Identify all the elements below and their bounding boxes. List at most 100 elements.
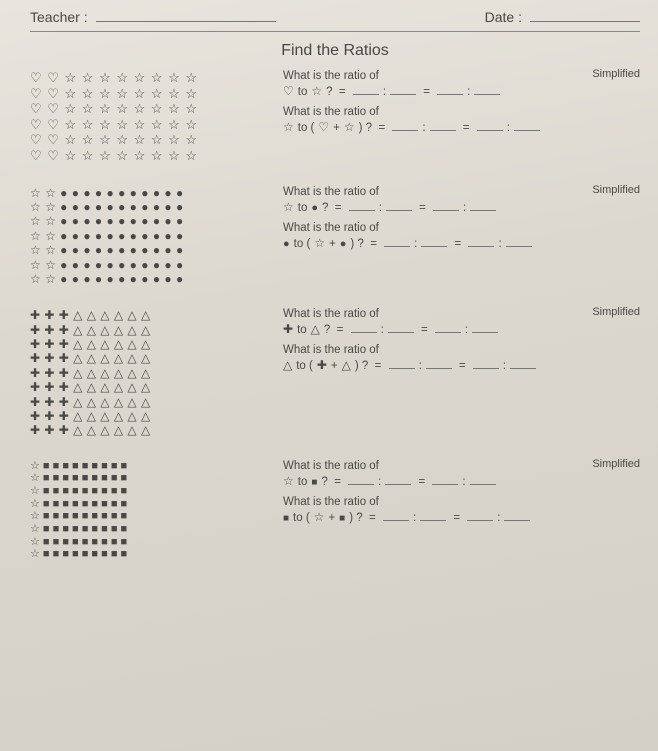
page-title: Find the Ratios xyxy=(30,42,640,60)
answer-blank[interactable] xyxy=(349,199,375,211)
shape-row: ☆ ■ ■ ■ ■ ■ ■ ■ ■ ■ xyxy=(30,460,265,473)
shape-row: ☆ ☆ ● ● ● ● ● ● ● ● ● ● ● xyxy=(30,258,265,272)
question-prompt: What is the ratio of xyxy=(283,70,640,82)
question-block: SimplifiedWhat is the ratio of✚ to △ ? =… xyxy=(283,308,640,336)
question-prompt: What is the ratio of xyxy=(283,222,640,234)
simplified-label: Simplified xyxy=(592,458,640,470)
shape-row: ♡ ♡ ☆ ☆ ☆ ☆ ☆ ☆ ☆ ☆ xyxy=(30,86,265,102)
answer-blank[interactable] xyxy=(430,119,456,131)
shape-row: ✚ ✚ ✚ △ △ △ △ △ △ xyxy=(30,423,265,437)
ratio-section: ♡ ♡ ☆ ☆ ☆ ☆ ☆ ☆ ☆ ☆♡ ♡ ☆ ☆ ☆ ☆ ☆ ☆ ☆ ☆♡ … xyxy=(30,70,640,164)
shape-row: ☆ ☆ ● ● ● ● ● ● ● ● ● ● ● xyxy=(30,272,265,286)
question-prompt: What is the ratio of xyxy=(283,186,640,198)
answer-blank[interactable] xyxy=(388,321,414,333)
shape-row: ♡ ♡ ☆ ☆ ☆ ☆ ☆ ☆ ☆ ☆ xyxy=(30,148,265,164)
answer-blank[interactable] xyxy=(392,119,418,131)
simplified-label: Simplified xyxy=(592,184,640,196)
shape-row: ☆ ☆ ● ● ● ● ● ● ● ● ● ● ● xyxy=(30,214,265,228)
answer-blank[interactable] xyxy=(390,83,416,95)
answer-blank[interactable] xyxy=(468,235,494,247)
date-label: Date : xyxy=(485,9,522,25)
shape-row: ☆ ■ ■ ■ ■ ■ ■ ■ ■ ■ xyxy=(30,485,265,498)
shape-row: ♡ ♡ ☆ ☆ ☆ ☆ ☆ ☆ ☆ ☆ xyxy=(30,70,265,86)
question-block: What is the ratio of△ to ( ✚ + △ ) ? = :… xyxy=(283,344,640,372)
answer-blank[interactable] xyxy=(473,357,499,369)
shape-row: ✚ ✚ ✚ △ △ △ △ △ △ xyxy=(30,323,265,337)
shape-row: ☆ ☆ ● ● ● ● ● ● ● ● ● ● ● xyxy=(30,200,265,214)
question-prompt: What is the ratio of xyxy=(283,308,640,320)
question-block: SimplifiedWhat is the ratio of☆ to ■ ? =… xyxy=(283,460,640,488)
answer-blank[interactable] xyxy=(470,199,496,211)
answer-blank[interactable] xyxy=(514,119,540,131)
shape-row: ✚ ✚ ✚ △ △ △ △ △ △ xyxy=(30,351,265,365)
shape-row: ☆ ■ ■ ■ ■ ■ ■ ■ ■ ■ xyxy=(30,510,265,523)
answer-blank[interactable] xyxy=(504,509,530,521)
answer-blank[interactable] xyxy=(353,83,379,95)
answer-blank[interactable] xyxy=(384,235,410,247)
worksheet-page: { "header": { "teacher_label": "Teacher … xyxy=(0,0,658,751)
shape-row: ☆ ☆ ● ● ● ● ● ● ● ● ● ● ● xyxy=(30,243,265,257)
answer-blank[interactable] xyxy=(470,473,496,485)
answer-blank[interactable] xyxy=(433,199,459,211)
answer-blank[interactable] xyxy=(383,509,409,521)
answer-blank[interactable] xyxy=(421,235,447,247)
shape-row: ✚ ✚ ✚ △ △ △ △ △ △ xyxy=(30,337,265,351)
shape-row: ♡ ♡ ☆ ☆ ☆ ☆ ☆ ☆ ☆ ☆ xyxy=(30,101,265,117)
shape-row: ✚ ✚ ✚ △ △ △ △ △ △ xyxy=(30,308,265,322)
answer-blank[interactable] xyxy=(437,83,463,95)
shape-grid: ☆ ■ ■ ■ ■ ■ ■ ■ ■ ■☆ ■ ■ ■ ■ ■ ■ ■ ■ ■☆ … xyxy=(30,460,265,561)
question-column: Simplified What is the ratio of ☆ to ■ ? =… xyxy=(283,460,640,532)
question-block: SimplifiedWhat is the ratio of☆ to ● ? =… xyxy=(283,186,640,214)
date-blank[interactable] xyxy=(530,8,640,22)
question-column: SimplifiedWhat is the ratio of✚ to △ ? =… xyxy=(283,308,640,380)
answer-blank[interactable] xyxy=(467,509,493,521)
shape-row: ☆ ■ ■ ■ ■ ■ ■ ■ ■ ■ xyxy=(30,523,265,536)
answer-blank[interactable] xyxy=(474,83,500,95)
answer-blank[interactable] xyxy=(420,509,446,521)
question-prompt: What is the ratio of xyxy=(283,496,640,508)
answer-blank[interactable] xyxy=(432,473,458,485)
question-column: SimplifiedWhat is the ratio of♡ to ☆ ? =… xyxy=(283,70,640,142)
shape-row: ♡ ♡ ☆ ☆ ☆ ☆ ☆ ☆ ☆ ☆ xyxy=(30,117,265,133)
shape-grid: ☆ ☆ ● ● ● ● ● ● ● ● ● ● ●☆ ☆ ● ● ● ● ● ●… xyxy=(30,186,265,287)
teacher-label: Teacher : xyxy=(30,9,88,25)
answer-blank[interactable] xyxy=(389,357,415,369)
ratio-section: ☆ ■ ■ ■ ■ ■ ■ ■ ■ ■☆ ■ ■ ■ ■ ■ ■ ■ ■ ■☆ … xyxy=(30,460,640,561)
answer-blank[interactable] xyxy=(472,321,498,333)
answer-blank[interactable] xyxy=(348,473,374,485)
answer-blank[interactable] xyxy=(385,473,411,485)
answer-blank[interactable] xyxy=(435,321,461,333)
question-expression: ☆ to ● ? = : = : xyxy=(283,199,640,214)
answer-blank[interactable] xyxy=(506,235,532,247)
question-expression: ● to ( ☆ + ● ) ? = : = : xyxy=(283,235,640,250)
shape-grid: ♡ ♡ ☆ ☆ ☆ ☆ ☆ ☆ ☆ ☆♡ ♡ ☆ ☆ ☆ ☆ ☆ ☆ ☆ ☆♡ … xyxy=(30,70,265,164)
question-expression: ✚ to △ ? = : = : xyxy=(283,321,640,336)
shape-row: ✚ ✚ ✚ △ △ △ △ △ △ xyxy=(30,380,265,394)
answer-blank[interactable] xyxy=(510,357,536,369)
teacher-blank[interactable] xyxy=(96,8,276,22)
question-expression: ☆ to ( ♡ + ☆ ) ? = : = : xyxy=(283,119,640,134)
shape-row: ☆ ■ ■ ■ ■ ■ ■ ■ ■ ■ xyxy=(30,472,265,485)
question-expression: △ to ( ✚ + △ ) ? = : = : xyxy=(283,357,640,372)
shape-row: ☆ ☆ ● ● ● ● ● ● ● ● ● ● ● xyxy=(30,186,265,200)
question-expression: ☆ to ■ ? = : = : xyxy=(283,473,640,488)
ratio-section: ☆ ☆ ● ● ● ● ● ● ● ● ● ● ●☆ ☆ ● ● ● ● ● ●… xyxy=(30,186,640,287)
shape-grid: ✚ ✚ ✚ △ △ △ △ △ △✚ ✚ ✚ △ △ △ △ △ △✚ ✚ ✚ … xyxy=(30,308,265,438)
shape-row: ✚ ✚ ✚ △ △ △ △ △ △ xyxy=(30,366,265,380)
simplified-label: Simplified xyxy=(592,68,640,80)
question-prompt: What is the ratio of xyxy=(283,106,640,118)
question-column: SimplifiedWhat is the ratio of☆ to ● ? =… xyxy=(283,186,640,258)
question-prompt: What is the ratio of xyxy=(283,344,640,356)
answer-blank[interactable] xyxy=(477,119,503,131)
shape-row: ♡ ♡ ☆ ☆ ☆ ☆ ☆ ☆ ☆ ☆ xyxy=(30,132,265,148)
shape-row: ☆ ■ ■ ■ ■ ■ ■ ■ ■ ■ xyxy=(30,536,265,549)
answer-blank[interactable] xyxy=(351,321,377,333)
question-block: What is the ratio of☆ to ( ♡ + ☆ ) ? = :… xyxy=(283,106,640,134)
shape-row: ✚ ✚ ✚ △ △ △ △ △ △ xyxy=(30,409,265,423)
answer-blank[interactable] xyxy=(426,357,452,369)
header: Teacher : Date : xyxy=(30,8,640,32)
ratio-section: ✚ ✚ ✚ △ △ △ △ △ △✚ ✚ ✚ △ △ △ △ △ △✚ ✚ ✚ … xyxy=(30,308,640,438)
shape-row: ☆ ■ ■ ■ ■ ■ ■ ■ ■ ■ xyxy=(30,498,265,511)
answer-blank[interactable] xyxy=(386,199,412,211)
question-block: What is the ratio of■ to ( ☆ + ■ ) ? = :… xyxy=(283,496,640,524)
